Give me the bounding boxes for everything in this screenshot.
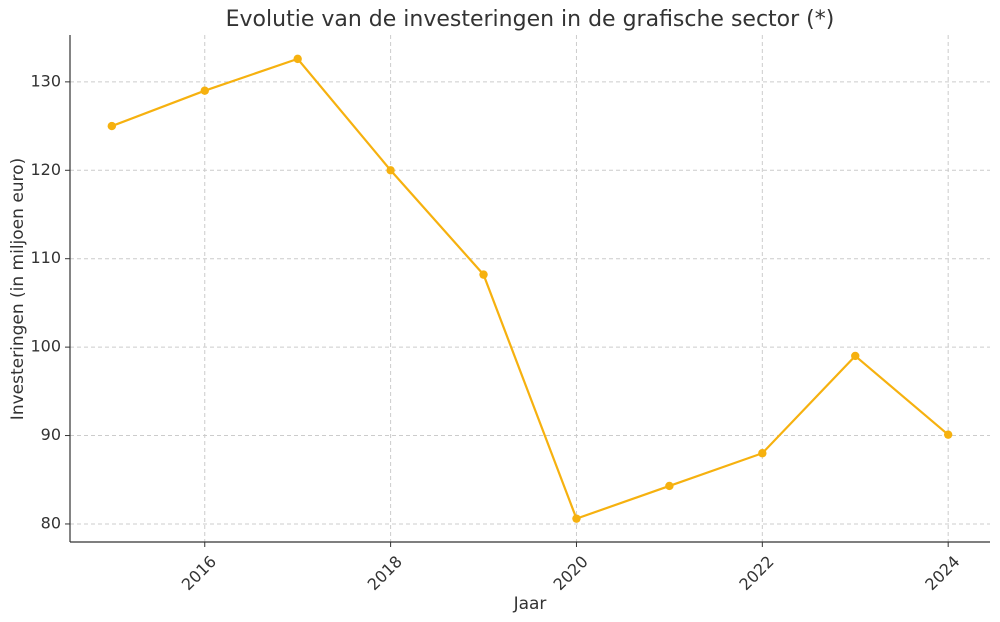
point xyxy=(200,86,209,95)
chart-title: Evolutie van de investeringen in de graf… xyxy=(226,7,835,32)
x-tick-label: 2022 xyxy=(735,552,777,594)
point xyxy=(665,481,674,491)
y-tick-label: 90 xyxy=(41,425,61,444)
point xyxy=(107,121,117,131)
y-tick-label: 130 xyxy=(30,71,61,90)
line xyxy=(111,57,949,521)
x-tick-label: 2024 xyxy=(921,552,963,594)
point xyxy=(293,54,302,64)
point xyxy=(386,166,395,175)
y-tick-label: 80 xyxy=(41,513,61,532)
x-tick-label: 2020 xyxy=(550,552,592,594)
point xyxy=(943,430,953,439)
y-tick-label: 110 xyxy=(30,248,61,267)
point xyxy=(851,351,860,361)
y-axis-label: Investeringen (in miljoen euro) xyxy=(8,158,28,420)
x-tick-label: 2018 xyxy=(364,552,406,594)
x-tick-label: 2016 xyxy=(178,552,220,594)
y-tick-label: 120 xyxy=(30,160,61,179)
x-axis-label: Jaar xyxy=(513,594,547,614)
point xyxy=(479,270,488,279)
point xyxy=(758,449,767,458)
y-tick-label: 100 xyxy=(30,337,61,356)
point xyxy=(572,514,581,523)
